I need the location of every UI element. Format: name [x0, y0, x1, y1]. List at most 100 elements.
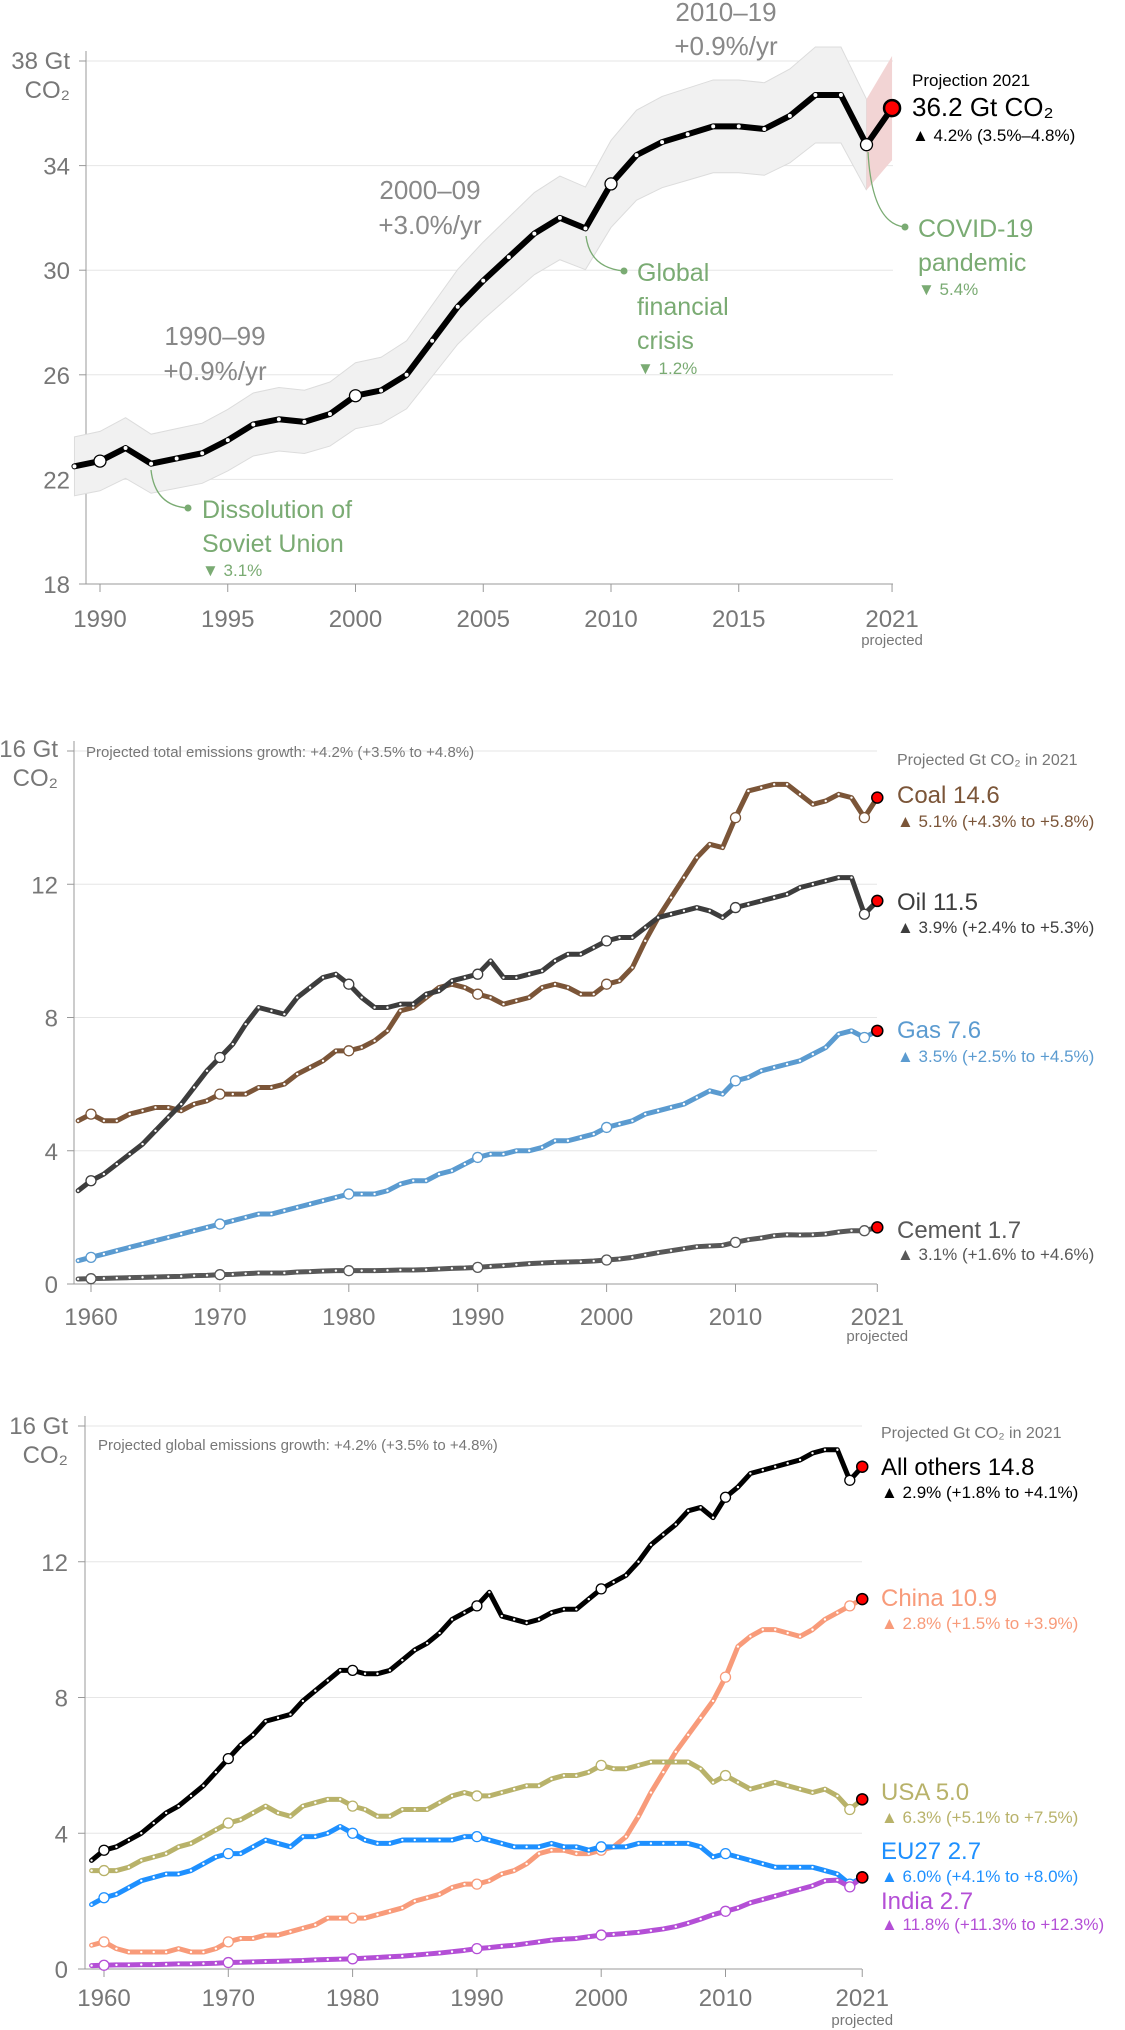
data-point: [438, 1838, 441, 1842]
series-usa: [89, 1759, 869, 1877]
data-point: [736, 1645, 740, 1648]
data-point: [761, 1468, 764, 1472]
data-point-marker: [98, 1892, 110, 1904]
data-point: [314, 1958, 317, 1962]
data-point: [660, 140, 665, 145]
data-point: [401, 1954, 404, 1958]
data-point: [270, 1009, 273, 1013]
data-point: [618, 979, 621, 983]
data-point: [214, 1962, 218, 1965]
data-point: [687, 1842, 690, 1845]
data-point: [425, 1896, 429, 1899]
data-point: [687, 1921, 690, 1925]
data-point: [637, 1931, 640, 1934]
data-point: [550, 1842, 553, 1845]
data-point: [438, 1631, 441, 1635]
series-growth: ▲ 6.3% (+5.1% to +7.5%): [881, 1808, 1078, 1827]
data-point: [749, 1787, 752, 1791]
data-point: [687, 1760, 690, 1764]
data-point: [450, 1886, 454, 1889]
data-point: [592, 1259, 595, 1263]
data-point-marker: [85, 1251, 97, 1263]
data-point: [669, 913, 673, 916]
data-point: [537, 1618, 541, 1621]
data-point: [637, 1764, 640, 1767]
data-point: [90, 1964, 93, 1967]
data-point: [774, 1865, 777, 1869]
data-point: [180, 1232, 183, 1236]
data-point: [314, 1835, 317, 1838]
x-tick-label: 1960: [77, 1985, 130, 2012]
data-point: [334, 1049, 338, 1053]
data-point: [579, 1136, 583, 1139]
data-point: [631, 936, 634, 939]
data-point: [140, 1963, 143, 1966]
data-point-marker: [471, 1878, 483, 1890]
data-point: [450, 1950, 454, 1953]
data-point: [612, 1767, 615, 1770]
data-point: [296, 1072, 299, 1076]
x-tick-label: 2010: [584, 606, 637, 633]
data-point: [798, 886, 802, 889]
data-point: [699, 1716, 702, 1720]
projection-point: [855, 1592, 869, 1606]
data-point: [192, 1229, 196, 1232]
data-point: [811, 1628, 814, 1631]
data-point: [798, 1059, 802, 1063]
data-point: [115, 1893, 118, 1896]
period-rate: +0.9%/yr: [163, 356, 267, 386]
data-point: [550, 1777, 553, 1781]
data-point: [177, 1845, 180, 1849]
data-point: [140, 1859, 143, 1862]
event-leader-dot: [184, 504, 192, 512]
data-point: [515, 976, 518, 979]
x-tick-label: 1990: [450, 1985, 503, 2012]
data-point: [430, 338, 435, 343]
data-point-marker: [472, 1151, 484, 1164]
data-point: [412, 1006, 415, 1009]
event-label: financial: [637, 293, 729, 321]
data-point: [774, 1465, 777, 1468]
data-point: [438, 1801, 441, 1804]
data-point-marker: [729, 901, 742, 914]
data-point: [811, 1791, 814, 1794]
data-point-marker: [600, 935, 613, 947]
y-axis-unit: CO₂: [13, 765, 58, 792]
data-point: [174, 456, 179, 461]
data-point: [488, 1946, 491, 1949]
projection-point: [871, 894, 884, 908]
data-point: [180, 1275, 183, 1278]
data-point: [618, 1257, 621, 1261]
data-point: [811, 1451, 814, 1455]
data-point-marker: [343, 1045, 355, 1057]
data-point: [283, 1271, 286, 1275]
data-point: [525, 1784, 528, 1787]
data-point: [231, 1219, 234, 1222]
data-point: [231, 1042, 234, 1046]
data-point: [276, 1959, 280, 1963]
series-label: All others 14.8: [881, 1454, 1034, 1481]
period-label: 2000–09: [379, 175, 480, 205]
data-point: [634, 153, 639, 158]
data-point: [140, 1879, 143, 1882]
data-point: [192, 1086, 196, 1089]
event-label: COVID-19: [918, 215, 1033, 243]
data-point: [662, 1533, 665, 1536]
data-point: [761, 1784, 764, 1787]
series-label: Coal 14.6: [897, 782, 1000, 809]
data-point: [798, 1865, 802, 1869]
data-point-marker: [472, 968, 484, 980]
data-point: [562, 1937, 566, 1941]
data-point-marker: [222, 1956, 234, 1969]
data-point: [674, 1750, 677, 1754]
data-point: [152, 1821, 155, 1825]
series-line: [75, 1028, 880, 1264]
data-point-marker: [844, 1881, 856, 1893]
data-point: [811, 1865, 814, 1869]
data-point-marker: [729, 1075, 742, 1087]
data-point: [376, 1815, 379, 1818]
data-point: [177, 1872, 180, 1876]
data-point: [592, 992, 595, 996]
chart3-legend-title: Projected Gt CO₂ in 2021: [881, 1425, 1062, 1442]
